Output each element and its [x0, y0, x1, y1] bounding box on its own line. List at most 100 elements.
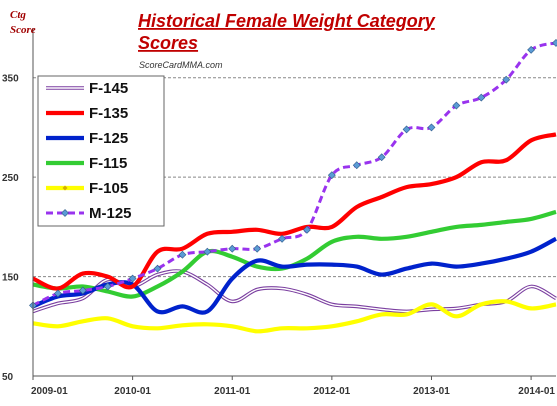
- point-f-135: [381, 196, 383, 198]
- legend-label: F-115: [89, 155, 127, 172]
- point-f-125: [207, 311, 209, 313]
- point-f-145: [456, 308, 458, 310]
- point-f-135: [356, 206, 358, 208]
- point-f-135: [57, 288, 59, 290]
- point-f-135: [406, 186, 408, 188]
- x-tick-label: 2010-01: [114, 386, 151, 397]
- chart-source: ScoreCardMMA.com: [139, 60, 223, 70]
- point-f-125: [480, 263, 482, 265]
- legend-box: [37, 75, 165, 227]
- point-m-125: [427, 123, 436, 132]
- legend-item-f-145: F-145: [46, 80, 128, 97]
- point-f-145: [157, 274, 159, 276]
- point-f-125: [281, 266, 283, 268]
- point-f-115: [331, 241, 333, 243]
- point-m-125: [53, 289, 62, 298]
- point-f-125: [231, 278, 233, 280]
- point-f-145: [406, 311, 408, 313]
- point-f-115: [431, 231, 433, 233]
- point-m-125: [402, 125, 411, 134]
- point-f-115: [306, 258, 308, 260]
- point-f-135: [231, 231, 233, 233]
- axes: 50 150 250 350 2009-01 2010-01 2011-01 2012-01 2…: [2, 28, 556, 397]
- point-f-125: [406, 268, 408, 270]
- point-f-145: [356, 306, 358, 308]
- point-f-105: [107, 318, 109, 320]
- x-tick-label: 2014-01: [518, 386, 555, 397]
- point-f-145: [331, 304, 333, 306]
- legend-item-f-125: F-125: [46, 130, 128, 147]
- point-f-145: [431, 309, 433, 311]
- legend-label: F-105: [89, 180, 128, 197]
- point-f-135: [480, 161, 482, 163]
- point-f-105: [356, 321, 358, 323]
- point-m-125: [153, 264, 162, 273]
- point-m-125: [502, 75, 511, 84]
- point-f-115: [480, 224, 482, 226]
- point-f-125: [256, 260, 258, 262]
- y-axis-label: Ctg: [10, 9, 26, 21]
- point-m-125: [477, 93, 486, 102]
- point-m-125: [327, 171, 336, 180]
- point-f-125: [456, 266, 458, 268]
- point-f-105: [182, 324, 184, 326]
- point-f-105: [57, 325, 59, 327]
- point-f-135: [530, 140, 532, 142]
- point-f-105: [281, 327, 283, 329]
- line-f-105: [32, 299, 557, 334]
- x-tick-label: 2011-01: [214, 386, 251, 397]
- point-m-125: [128, 274, 137, 283]
- point-f-145: [57, 303, 59, 305]
- point-f-145: [231, 301, 233, 303]
- point-m-125: [552, 38, 557, 47]
- chart-title-line: Scores: [138, 33, 198, 53]
- point-f-135: [182, 248, 184, 250]
- point-f-105: [207, 323, 209, 325]
- point-f-135: [82, 273, 84, 275]
- y-tick-label: 350: [2, 74, 19, 85]
- point-f-105: [256, 330, 258, 332]
- series-layer: [29, 38, 557, 334]
- legend-label: F-135: [89, 105, 128, 122]
- point-f-125: [306, 264, 308, 266]
- point-f-125: [505, 258, 507, 260]
- point-f-105: [456, 316, 458, 318]
- legend-label: M-125: [89, 205, 132, 222]
- point-f-105: [306, 327, 308, 329]
- point-f-115: [456, 226, 458, 228]
- y-tick-label: 150: [2, 273, 19, 284]
- point-f-115: [182, 271, 184, 273]
- point-f-115: [256, 266, 258, 268]
- point-m-125: [377, 153, 386, 162]
- y-axis-label: Score: [10, 24, 36, 36]
- point-f-135: [157, 251, 159, 253]
- point-f-105: [406, 314, 408, 316]
- point-m-125: [278, 234, 286, 243]
- point-f-105: [82, 321, 84, 323]
- point-f-115: [107, 291, 109, 293]
- point-f-115: [132, 296, 134, 298]
- series-m-125: [29, 38, 557, 310]
- point-f-135: [132, 286, 134, 288]
- point-f-125: [431, 263, 433, 265]
- chart-title-line: Historical Female Weight Category: [138, 11, 436, 31]
- point-f-145: [281, 288, 283, 290]
- point-f-115: [530, 218, 532, 220]
- point-f-105: [431, 304, 433, 306]
- legend: F-145 F-135 F-125 F-115 F-105 M-125: [37, 75, 165, 227]
- point-f-125: [157, 311, 159, 313]
- legend-item-f-115: F-115: [46, 155, 127, 172]
- point-m-125: [303, 225, 311, 234]
- point-f-115: [157, 286, 159, 288]
- point-f-105: [331, 325, 333, 327]
- point-f-135: [256, 229, 258, 231]
- point-f-105: [381, 314, 383, 316]
- point-f-135: [456, 176, 458, 178]
- point-m-125: [178, 250, 187, 259]
- legend-item-f-135: F-135: [46, 105, 128, 122]
- point-f-125: [381, 274, 383, 276]
- x-tick-label: 2012-01: [314, 386, 351, 397]
